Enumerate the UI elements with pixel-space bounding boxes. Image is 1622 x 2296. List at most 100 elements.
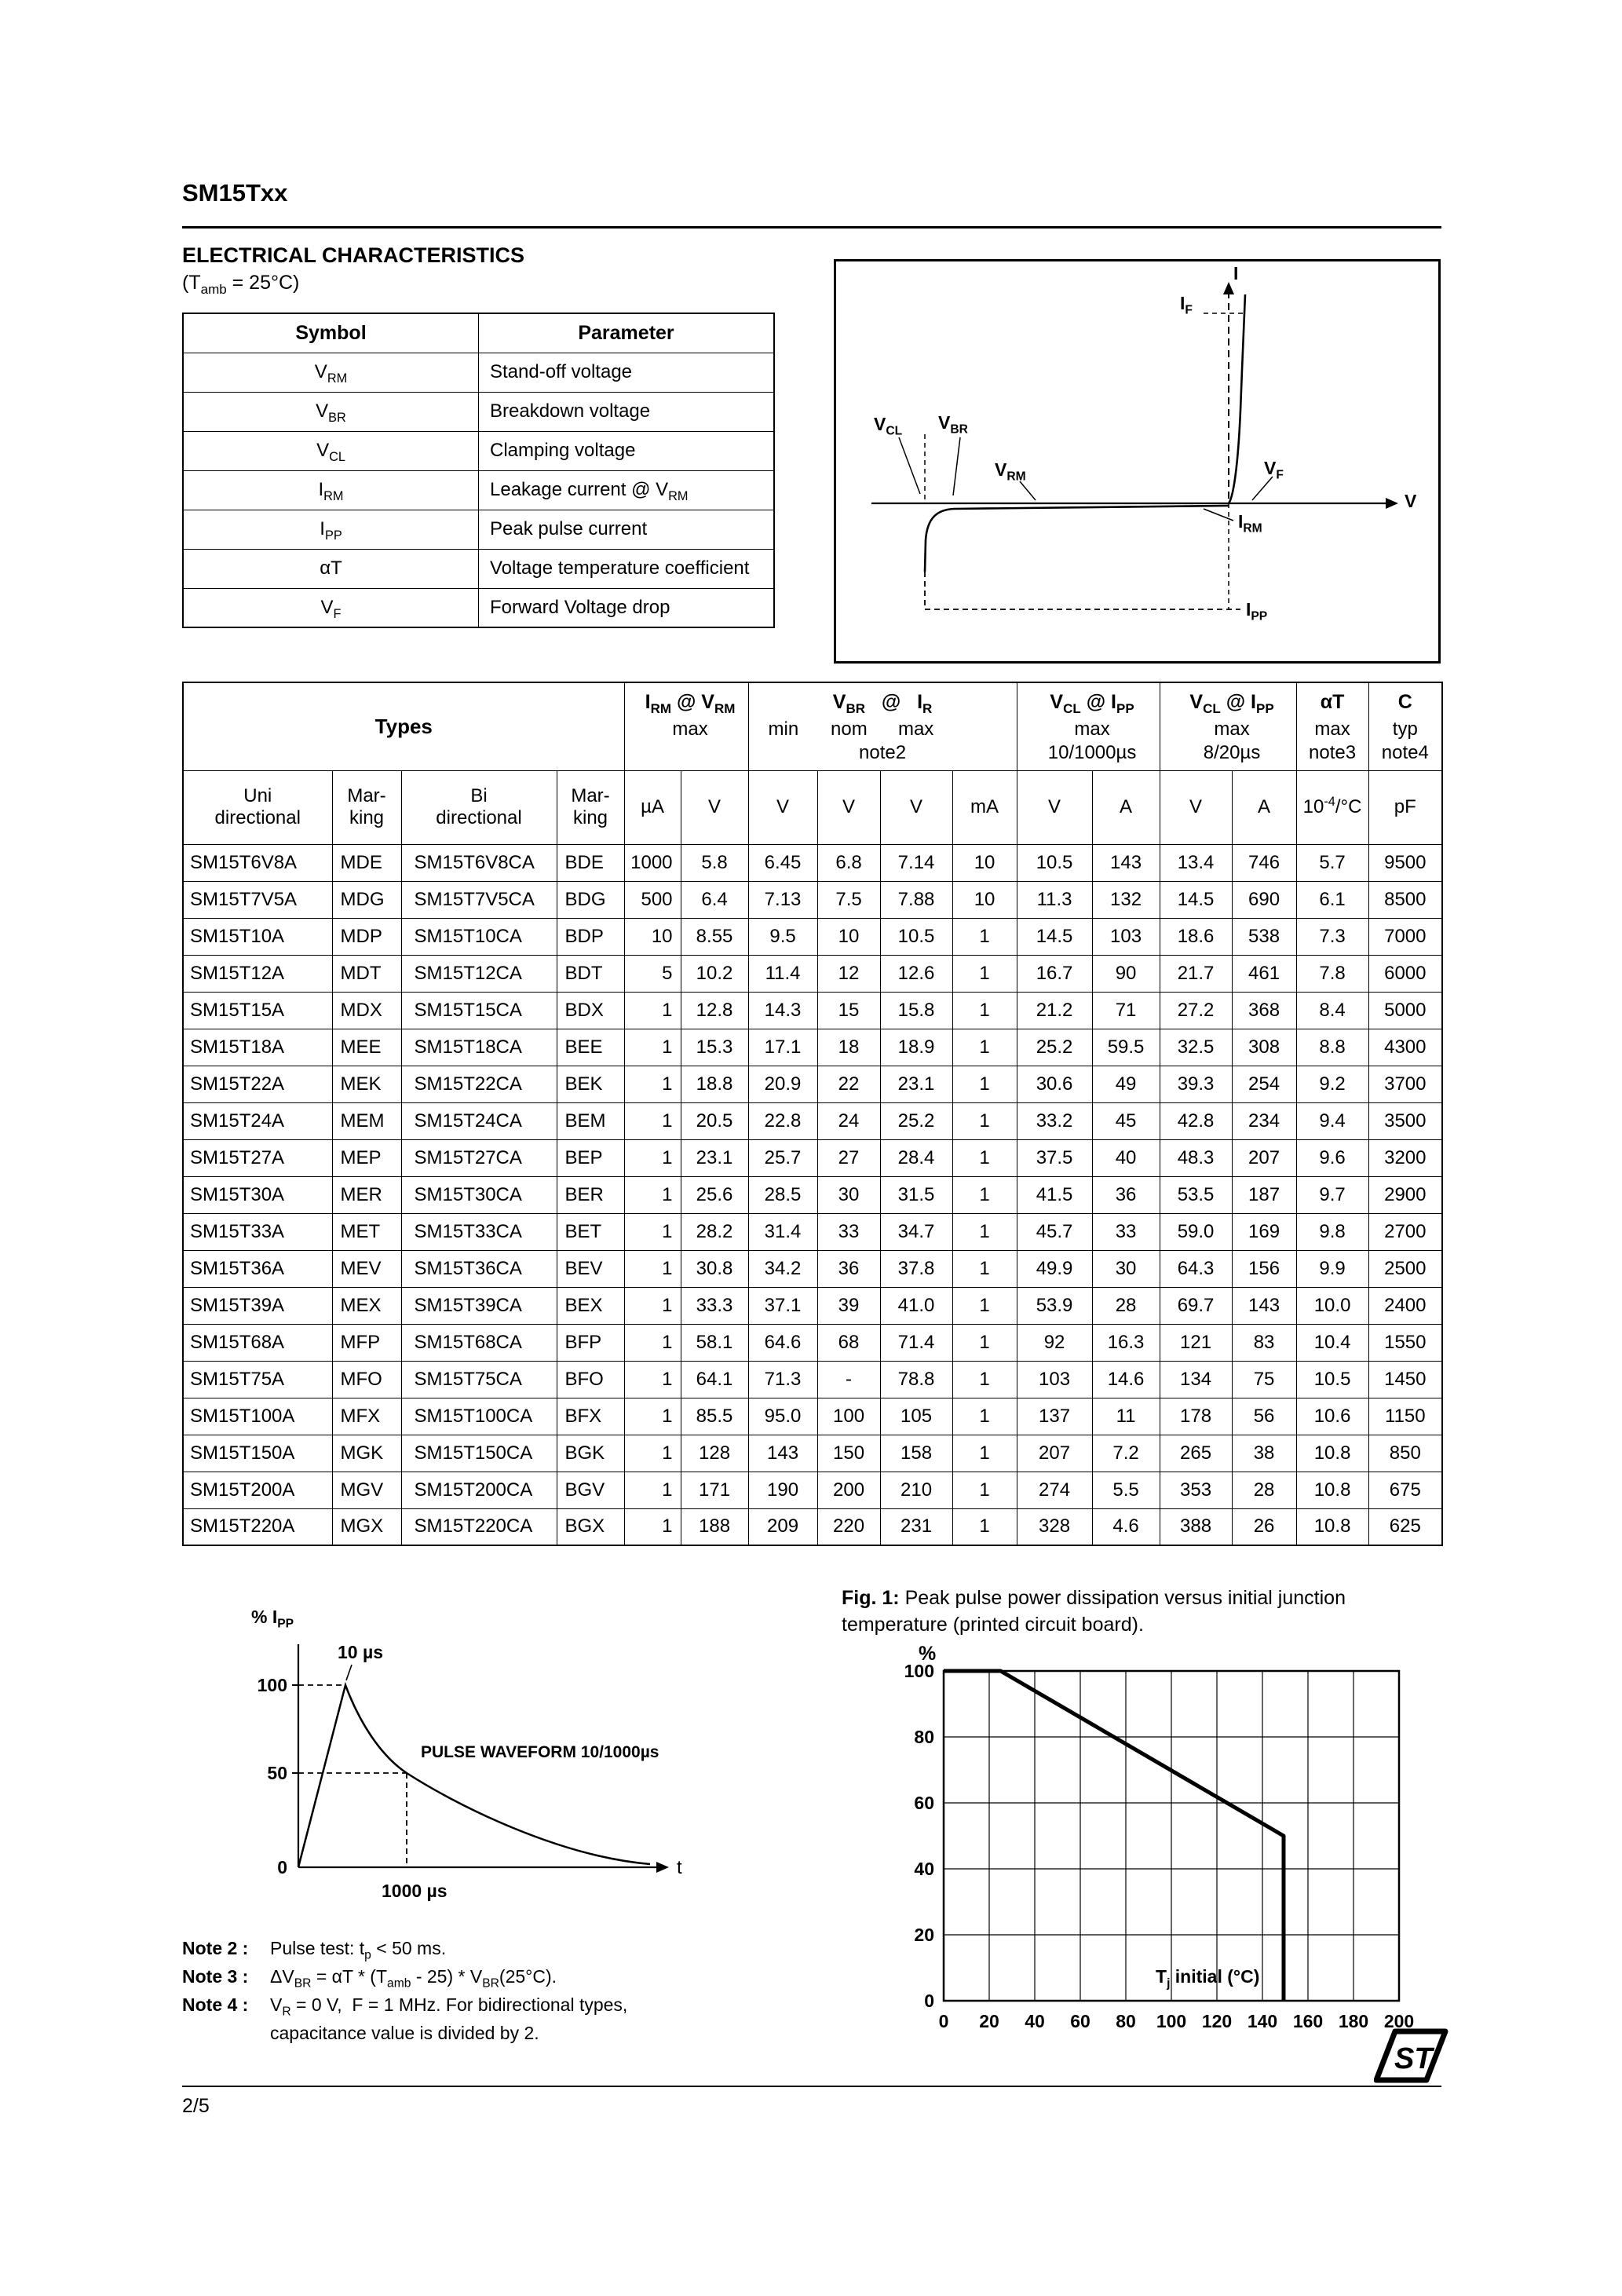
- uni-directional-type-cell: SM15T68A: [182, 1323, 333, 1362]
- irm-max-cell: 1: [623, 1212, 681, 1251]
- irm-max-cell: 1000: [623, 843, 681, 882]
- vcl-10-1000-v-cell: 49.9: [1016, 1249, 1093, 1288]
- marking-cell: MDG: [331, 880, 402, 919]
- table-row: SM15T24A MEM SM15T24CA BEM 1 20.5 22.8 2…: [182, 1102, 1443, 1140]
- note-text: ΔVBR = αT * (Tamb - 25) * VBR(25°C).: [270, 1966, 557, 1991]
- marking-cell: BGK: [556, 1434, 625, 1472]
- marking-cell: MEX: [331, 1286, 402, 1325]
- fig1-x-axis-label: Tj initial (°C): [1156, 1966, 1260, 1991]
- vcl-10-1000-v-cell: 16.7: [1016, 954, 1093, 993]
- vbr-nom-cell: 12: [816, 954, 881, 993]
- ir-cell: 1: [952, 1360, 1017, 1398]
- vrm-cell: 25.6: [680, 1175, 749, 1214]
- vbr-nom-cell: 6.8: [816, 843, 881, 882]
- unit-header: mA: [952, 770, 1017, 845]
- ipp-10-1000-a-cell: 40: [1091, 1139, 1160, 1177]
- unit-header: V: [680, 770, 749, 845]
- vcl-10-1000-group-header: VCL @ IPP max 10/1000µs: [1016, 682, 1160, 771]
- table-row: SM15T6V8A MDE SM15T6V8CA BDE 1000 5.8 6.…: [182, 843, 1443, 882]
- marking-cell: BEK: [556, 1065, 625, 1103]
- parameter-cell: Stand-off voltage: [478, 352, 775, 393]
- marking-cell: BER: [556, 1175, 625, 1214]
- vbr-group-header: VBR @ IR min nom max note2: [747, 682, 1017, 771]
- fig1-xtick: 60: [1070, 2011, 1090, 2031]
- vrm-cell: 85.5: [680, 1397, 749, 1435]
- ipp-8-20-a-cell: 254: [1231, 1065, 1297, 1103]
- vcl-10-1000-v-cell: 14.5: [1016, 917, 1093, 956]
- uni-directional-type-cell: SM15T220A: [182, 1508, 333, 1546]
- irm-group-header: IRM @ VRM max: [623, 682, 749, 771]
- vrm-cell: 171: [680, 1471, 749, 1509]
- vbr-max-cell: 28.4: [879, 1139, 953, 1177]
- vrm-cell: 20.5: [680, 1102, 749, 1140]
- vrm-cell: 30.8: [680, 1249, 749, 1288]
- ipp-10-1000-a-cell: 7.2: [1091, 1434, 1160, 1472]
- bi-directional-type-cell: SM15T15CA: [400, 991, 557, 1029]
- vbr-nom-cell: 220: [816, 1508, 881, 1546]
- alpha-t-cell: 10.4: [1295, 1323, 1369, 1362]
- ir-cell: 1: [952, 1397, 1017, 1435]
- vcl-10-1000-v-cell: 30.6: [1016, 1065, 1093, 1103]
- vbr-min-cell: 14.3: [747, 991, 818, 1029]
- pulse-waveform-svg: 100 50 0 10 µs PULSE WAVEFORM 10/1000µs …: [258, 1642, 682, 1901]
- bi-directional-type-cell: SM15T27CA: [400, 1139, 557, 1177]
- pulse-ytick-50: 50: [267, 1763, 287, 1783]
- vcl-8-20-v-cell: 13.4: [1159, 843, 1233, 882]
- irm-max-cell: 1: [623, 1360, 681, 1398]
- ipp-8-20-a-cell: 143: [1231, 1286, 1297, 1325]
- bi-directional-type-cell: SM15T22CA: [400, 1065, 557, 1103]
- irm-max-cell: 1: [623, 1286, 681, 1325]
- vbr-min-cell: 17.1: [747, 1028, 818, 1066]
- fig1-xtick: 80: [1116, 2011, 1136, 2031]
- capacitance-cell: 8500: [1368, 880, 1443, 919]
- bi-directional-type-cell: SM15T24CA: [400, 1102, 557, 1140]
- leakage-current-label: IRM: [1238, 511, 1262, 536]
- marking-cell: MDP: [331, 917, 402, 956]
- fig1-xtick: 180: [1339, 2011, 1368, 2031]
- bi-directional-type-cell: SM15T100CA: [400, 1397, 557, 1435]
- parameter-cell: Voltage temperature coefficient: [478, 548, 775, 589]
- ir-cell: 1: [952, 1471, 1017, 1509]
- bi-directional-type-cell: SM15T36CA: [400, 1249, 557, 1288]
- vrm-cell: 188: [680, 1508, 749, 1546]
- vbr-max-cell: 25.2: [879, 1102, 953, 1140]
- page-number: 2/5: [182, 2095, 210, 2117]
- uni-directional-type-cell: SM15T24A: [182, 1102, 333, 1140]
- symbol-cell: αT: [182, 548, 479, 589]
- ir-cell: 1: [952, 1249, 1017, 1288]
- vbr-max-cell: 158: [879, 1434, 953, 1472]
- fig1-caption-text: Peak pulse power dissipation versus init…: [842, 1587, 1346, 1636]
- unit-header: V: [879, 770, 953, 845]
- vbr-min-cell: 28.5: [747, 1175, 818, 1214]
- unit-header: V: [747, 770, 818, 845]
- irm-max-cell: 1: [623, 1397, 681, 1435]
- alpha-t-cell: 6.1: [1295, 880, 1369, 919]
- parameter-cell: Peak pulse current: [478, 509, 775, 550]
- capacitance-cell: 4300: [1368, 1028, 1443, 1066]
- table-row: SM15T27A MEP SM15T27CA BEP 1 23.1 25.7 2…: [182, 1139, 1443, 1177]
- vcl-8-20-v-cell: 53.5: [1159, 1175, 1233, 1214]
- vbr-max-cell: 34.7: [879, 1212, 953, 1251]
- vbr-min-cell: 143: [747, 1434, 818, 1472]
- bi-directional-type-cell: SM15T39CA: [400, 1286, 557, 1325]
- ir-cell: 1: [952, 954, 1017, 993]
- irm-max-cell: 1: [623, 1065, 681, 1103]
- column-header-row: Uni directional Mar-king Bi directional Ma…: [182, 770, 1443, 845]
- vbr-max-cell: 231: [879, 1508, 953, 1546]
- capacitance-cell: 6000: [1368, 954, 1443, 993]
- vcl-10-1000-v-cell: 10.5: [1016, 843, 1093, 882]
- capacitance-cell: 9500: [1368, 843, 1443, 882]
- page-title: SM15Txx: [182, 179, 288, 207]
- note-row: capacitance value is divided by 2.: [182, 2023, 826, 2044]
- alpha-t-cell: 8.4: [1295, 991, 1369, 1029]
- symbol-cell: VBR: [182, 391, 479, 432]
- uni-directional-type-cell: SM15T39A: [182, 1286, 333, 1325]
- vbr-min-cell: 64.6: [747, 1323, 818, 1362]
- st-logo-text: ST: [1394, 2042, 1434, 2075]
- ipp-10-1000-a-cell: 4.6: [1091, 1508, 1160, 1546]
- symbol-row: VF Forward Voltage drop: [182, 587, 775, 628]
- vbr-nom-cell: 150: [816, 1434, 881, 1472]
- fig1-caption: Fig. 1: Peak pulse power dissipation ver…: [842, 1585, 1450, 1638]
- ipp-8-20-a-cell: 26: [1231, 1508, 1297, 1546]
- capacitance-cell: 3700: [1368, 1065, 1443, 1103]
